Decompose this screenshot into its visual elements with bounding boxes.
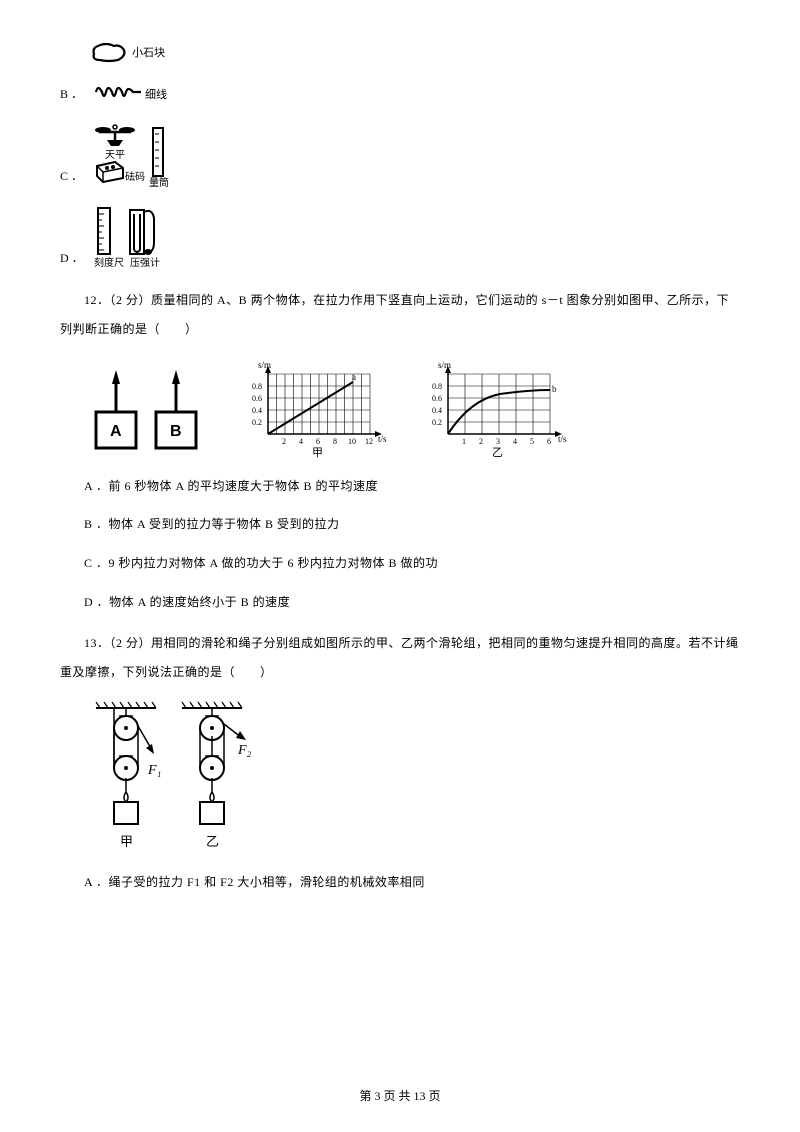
svg-text:乙: 乙 — [492, 446, 503, 458]
svg-text:b: b — [552, 384, 557, 394]
ruler-label: 刻度尺 — [94, 256, 124, 269]
svg-text:0.2: 0.2 — [252, 418, 262, 427]
svg-text:a: a — [352, 372, 356, 382]
q13-optA: A ．绳子受的拉力 F1 和 F2 大小相等，滑轮组的机械效率相同 — [60, 868, 740, 897]
svg-text:0.4: 0.4 — [252, 406, 262, 415]
svg-text:t/s: t/s — [378, 434, 387, 444]
svg-text:4: 4 — [299, 437, 303, 446]
svg-text:5: 5 — [530, 437, 534, 446]
q13-figure: F₁ 甲 F₂ 乙 — [90, 698, 740, 858]
box-a-label: A — [110, 423, 122, 440]
svg-text:0.4: 0.4 — [432, 406, 442, 415]
svg-text:8: 8 — [333, 437, 337, 446]
ruler-sketch: 刻度尺 压强计 — [94, 204, 214, 270]
svg-text:2: 2 — [282, 437, 286, 446]
manometer-label: 压强计 — [130, 256, 160, 269]
q12-optB: B ．物体 A 受到的拉力等于物体 B 受到的拉力 — [60, 510, 740, 539]
option-c-label: C ． — [60, 167, 83, 188]
thread-label: 细线 — [145, 87, 167, 101]
stone-sketch: 小石块 — [90, 40, 175, 66]
balance-label: 天平 — [105, 150, 125, 161]
q12-figures: A B s/m a 0.2 0.4 0.6 0. — [90, 358, 740, 458]
q12-graph2: s/m b 0.2 0.4 0.6 0.8 1 2 3 4 5 6 t/s 乙 — [420, 358, 570, 458]
q12-optC: C ．9 秒内拉力对物体 A 做的功大于 6 秒内拉力对物体 B 做的功 — [60, 549, 740, 578]
svg-text:F₂: F₂ — [237, 743, 252, 758]
svg-text:2: 2 — [479, 437, 483, 446]
option-b-label: B ． — [60, 85, 83, 106]
svg-text:3: 3 — [496, 437, 500, 446]
option-d-label: D ． — [60, 249, 84, 270]
balance-sketch: 天平 砝码 量筒 — [93, 122, 203, 188]
q12-graph1: s/m a 0.2 0.4 0.6 0.8 2 4 6 8 10 — [240, 358, 390, 458]
q12-boxes: A B — [90, 368, 210, 458]
q13-text: 13．（2 分）用相同的滑轮和绳子分别组成如图所示的甲、乙两个滑轮组，把相同的重… — [60, 629, 740, 687]
svg-text:0.6: 0.6 — [432, 394, 442, 403]
page-footer: 第 3 页 共 13 页 — [60, 1087, 740, 1104]
svg-text:甲: 甲 — [312, 447, 323, 458]
svg-text:乙: 乙 — [206, 834, 219, 849]
option-d-row: D ． 刻度尺 压强计 — [60, 204, 740, 270]
svg-text:12: 12 — [365, 437, 373, 446]
svg-text:4: 4 — [513, 437, 517, 446]
svg-text:甲: 甲 — [120, 834, 133, 849]
q12-optD: D ．物体 A 的速度始终小于 B 的速度 — [60, 588, 740, 617]
svg-text:0.6: 0.6 — [252, 394, 262, 403]
q12-optA: A ．前 6 秒物体 A 的平均速度大于物体 B 的平均速度 — [60, 472, 740, 501]
box-b-label: B — [170, 423, 182, 440]
cylinder-label: 量筒 — [149, 176, 169, 188]
svg-text:F₁: F₁ — [147, 763, 161, 778]
svg-text:10: 10 — [348, 437, 356, 446]
weights-label: 砝码 — [125, 170, 145, 183]
thread-sketch: 细线 — [93, 80, 178, 106]
svg-text:0.8: 0.8 — [252, 382, 262, 391]
svg-text:0.2: 0.2 — [432, 418, 442, 427]
stone-label: 小石块 — [132, 46, 165, 59]
svg-text:6: 6 — [316, 437, 320, 446]
svg-text:6: 6 — [547, 437, 551, 446]
option-b-row: B ． 细线 — [60, 80, 740, 106]
q12-text: 12．（2 分）质量相同的 A、B 两个物体，在拉力作用下竖直向上运动，它们运动… — [60, 286, 740, 344]
svg-text:0.8: 0.8 — [432, 382, 442, 391]
option-c-row: C ． 天平 砝码 量筒 — [60, 122, 740, 188]
svg-text:t/s: t/s — [558, 434, 567, 444]
svg-text:1: 1 — [462, 437, 466, 446]
